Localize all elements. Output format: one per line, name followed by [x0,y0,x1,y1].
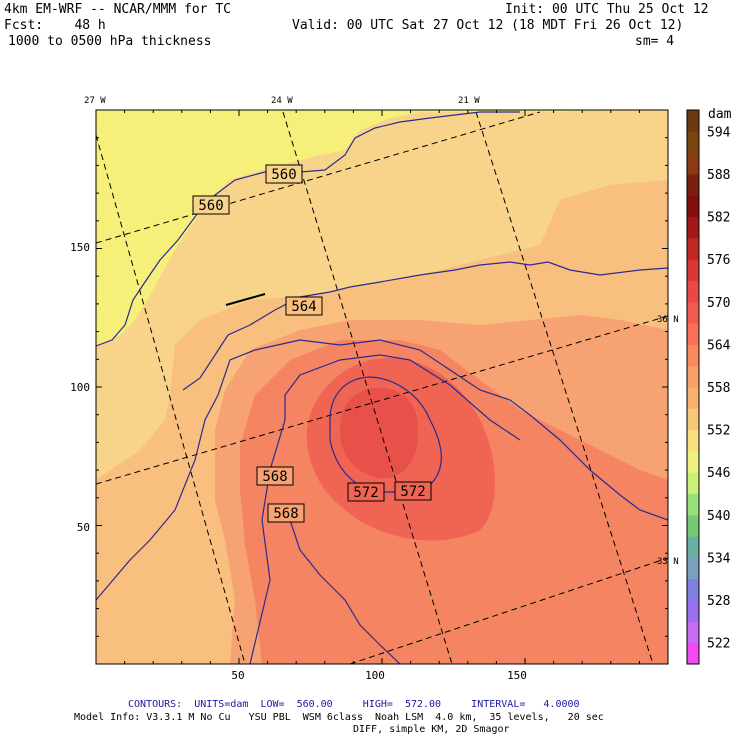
contour-label-572: 572 [400,484,425,500]
colorbar-label: 576 [707,253,730,268]
colorbar-label: 522 [707,637,730,652]
contour-560 [96,111,520,347]
contour-label-564: 564 [291,299,316,315]
contour-label-568: 568 [262,469,287,485]
colorbar-swatch [687,280,699,303]
colorbar-swatch [687,557,699,580]
colorbar-unit-label: dam [708,107,732,122]
contour-label-560: 560 [198,198,223,214]
header-valid: Valid: 00 UTC Sat 27 Oct 12 (18 MDT Fri … [292,18,684,33]
colorbar-swatch [687,216,699,239]
axis-tick-labels: 50 100 150 50 100 150 [70,241,527,682]
colorbar-swatch [687,365,699,388]
meridian-21w [475,111,654,664]
contour-label-boxes: 560 560 564 568 568 572 572 [192,164,432,523]
y-tick-label: 150 [70,241,90,254]
colorbar-swatch [687,514,699,537]
colorbar-swatch [687,621,699,644]
lat-lon-labels: 27 W 24 W 21 W 36 N 33 N [84,96,679,567]
contour-label-560: 560 [271,167,296,183]
header-init: Init: 00 UTC Thu 25 Oct 12 [505,2,709,17]
footer-diff-info: DIFF, simple KM, 2D Smagor [353,724,510,735]
parallel-upper [96,111,541,244]
colorbar-swatch [687,578,699,601]
y-tick-label: 100 [70,381,90,394]
colorbar-swatch [687,450,699,473]
contour-564 [182,261,668,391]
lon-label: 21 W [458,96,480,106]
colorbar-label: 564 [707,338,731,353]
contour-568-lower [289,519,401,664]
parallel-33n [349,557,668,664]
colorbar-swatch [687,110,699,132]
footer-model-info: Model Info: V3.3.1 M No Cu YSU PBL WSM 6… [74,712,604,723]
x-tick-label: 100 [365,669,385,682]
footer-contours: CONTOURS: UNITS=dam LOW= 560.00 HIGH= 57… [128,699,580,710]
colorbar-swatch [687,493,699,516]
colorbar-swatch [687,131,699,154]
colorbar-label: 528 [707,594,730,609]
colorbar-swatch [687,173,699,196]
colorbar-label: 594 [707,125,731,140]
contour-label-568: 568 [273,506,298,522]
colorbar-labels: 522 528 534 540 546 552 558 564 570 576 582 588 594 [707,125,731,651]
meridian-24w [282,111,453,664]
contour-568 [96,339,668,601]
colorbar-swatch [687,237,699,260]
colorbar-swatch [687,387,699,409]
header-fcst: Fcst: 48 h [4,18,106,33]
colorbar-swatch [687,323,699,345]
lat-label: 36 N [657,315,679,325]
fill-575 [340,387,419,479]
thickness-field [96,110,668,664]
colorbar-label: 534 [707,551,731,566]
lon-label: 27 W [84,96,106,106]
contour-572 [329,376,442,493]
meridian-27w [96,134,246,664]
header-field: 1000 to 0500 hPa thickness [8,34,212,49]
colorbar-swatch [687,152,699,175]
thickness-chart: 560 560 564 568 568 572 572 50 100 150 5… [70,96,732,682]
colorbar [686,109,700,665]
colorbar-swatch [687,408,699,431]
contour-label-572: 572 [353,485,378,501]
lon-label: 24 W [271,96,293,106]
colorbar-swatch [687,301,699,324]
colorbar-swatch [687,259,699,281]
colorbar-label: 546 [707,466,730,481]
x-tick-label: 150 [507,669,527,682]
colorbar-label: 552 [707,424,730,439]
y-tick-label: 50 [77,521,90,534]
colorbar-swatch [687,600,699,622]
colorbar-swatch [687,642,699,665]
colorbar-label: 588 [707,168,730,183]
colorbar-swatch [687,472,699,495]
header-smooth: sm= 4 [635,34,675,49]
lat-label: 33 N [657,557,679,567]
lat-lon-grid [96,110,668,664]
colorbar-label: 558 [707,381,730,396]
axis-ticks [96,110,668,664]
wind-barb [225,293,266,306]
colorbar-swatch [687,429,699,452]
x-tick-label: 50 [231,669,244,682]
thickness-contours [96,111,668,664]
colorbar-label: 540 [707,509,730,524]
colorbar-swatch [687,536,699,558]
colorbar-swatch [687,195,699,218]
colorbar-swatch [687,344,699,367]
header-model: 4km EM-WRF -- NCAR/MMM for TC [4,2,231,17]
contour-568-inner [249,354,521,664]
colorbar-label: 570 [707,296,730,311]
colorbar-label: 582 [707,211,730,226]
colorbar-frame [686,109,700,665]
